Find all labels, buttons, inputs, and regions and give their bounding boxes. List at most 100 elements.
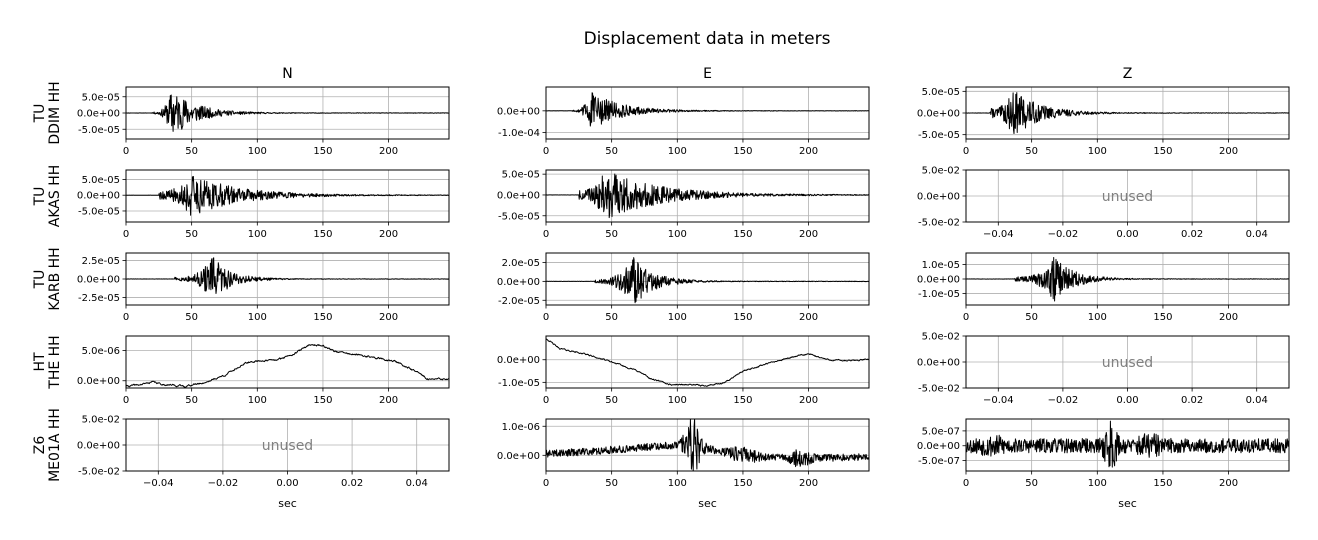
x-tick-label: 0.02 [341,478,363,489]
x-tick-label: 0.04 [1246,229,1268,240]
x-tick-label: 100 [248,312,267,323]
row-label: HT THE HH [32,335,63,389]
x-tick-label: 100 [248,229,267,240]
y-tick-label: 1.0e-05 [922,260,960,271]
trace-line [545,338,870,387]
x-tick-label: 150 [313,395,332,406]
y-tick-label: 0.0e+00 [917,275,960,286]
x-tick-label: 100 [668,312,687,323]
x-tick-label: −0.04 [983,395,1014,406]
x-tick-label: 50 [185,229,198,240]
y-tick-label: 0.0e+00 [77,275,120,286]
x-tick-label: −0.02 [208,478,239,489]
y-tick-label: 0.0e+00 [917,192,960,203]
panel-frame [545,169,870,223]
trace-line [546,257,870,304]
x-tick-label: 50 [605,312,618,323]
y-tick-label: 5.0e-02 [922,166,960,177]
row-label-station: ME01A HH [47,408,63,482]
x-tick-label: 50 [1025,146,1038,157]
y-tick-label: 0.0e+00 [77,109,120,120]
panel-ht-e: 0 50 100 150 200 0.0e+00 -1.0e-05 [497,335,870,406]
x-axis-label: sec [698,497,717,510]
trace-line [545,418,870,472]
trace-line [125,344,450,388]
x-tick-label: 200 [1219,478,1238,489]
unused-label: unused [1102,189,1153,205]
row-label-network: TU [32,270,48,290]
x-tick-label: 100 [668,229,687,240]
panel-frame [125,335,450,389]
x-tick-label: 100 [1088,146,1107,157]
x-tick-label: −0.04 [143,478,174,489]
trace-line [125,94,450,132]
x-tick-label: 200 [799,146,818,157]
panel-tu-n: 0 50 100 150 200 5.0e-05 0.0e+00 -5.0e-05 [77,169,450,240]
x-tick-label: 50 [185,146,198,157]
x-tick-label: 0 [963,146,969,157]
y-tick-label: 5.0e-05 [82,175,120,186]
y-tick-label: -1.0e-04 [498,128,540,139]
x-tick-label: −0.02 [1048,229,1079,240]
column-title-n: N [282,66,292,82]
trace-line [546,173,870,219]
panel-frame [125,169,450,223]
y-tick-label: 0.0e+00 [77,441,120,452]
x-tick-label: 50 [605,395,618,406]
x-tick-label: 200 [799,312,818,323]
trace-line [966,257,1290,302]
y-tick-label: 5.0e-02 [82,415,120,426]
y-tick-label: -5.0e-02 [918,218,960,229]
panel-tu-z: 0 50 100 150 200 1.0e-05 0.0e+00 -1.0e-05 [917,252,1290,323]
row-label-station: DDIM HH [47,81,63,144]
row-label-station: AKAS HH [47,165,63,227]
panel-frame [545,335,870,389]
y-tick-label: 1.0e-06 [502,422,540,433]
y-tick-label: -5.0e-05 [78,125,120,136]
x-tick-label: 0 [123,395,129,406]
x-tick-label: 0.04 [1246,395,1268,406]
row-label-station: THE HH [47,335,63,389]
y-tick-label: 5.0e-05 [82,92,120,103]
x-tick-label: 0 [963,312,969,323]
y-tick-label: -2.0e-05 [498,296,540,307]
panel-tu-z: 0 50 100 150 200 5.0e-05 0.0e+00 -5.0e-05 [917,86,1290,157]
x-tick-label: 50 [605,229,618,240]
row-label-network: TU [32,187,48,207]
x-tick-label: 100 [668,146,687,157]
x-tick-label: 0 [963,478,969,489]
x-tick-label: 50 [605,478,618,489]
y-tick-label: 0.0e+00 [77,191,120,202]
y-tick-label: 5.0e-05 [502,170,540,181]
x-tick-label: 0.04 [406,478,428,489]
x-tick-label: 150 [733,395,752,406]
y-tick-label: -5.0e-02 [918,384,960,395]
x-tick-label: 50 [185,312,198,323]
x-tick-label: 0.00 [276,478,298,489]
trace-line [965,420,1290,468]
x-tick-label: 150 [313,146,332,157]
y-tick-label: -2.5e-05 [78,293,120,304]
panel-ht-n: 0 50 100 150 200 5.0e-06 0.0e+00 [77,335,450,406]
panel-frame [545,418,870,472]
panel-ht-z: unused −0.04 −0.02 0.00 0.02 0.04 5.0e-02 0.0e+… [917,332,1290,406]
x-tick-label: −0.02 [1048,395,1079,406]
x-tick-label: 100 [248,395,267,406]
panel-frame [965,418,1290,472]
unused-label: unused [1102,355,1153,371]
y-tick-label: 2.5e-05 [82,256,120,267]
x-tick-label: 150 [313,229,332,240]
y-tick-label: 0.0e+00 [497,190,540,201]
x-tick-label: 200 [1219,312,1238,323]
x-tick-label: 200 [379,312,398,323]
x-tick-label: 0 [543,478,549,489]
y-tick-label: 5.0e-06 [82,346,120,357]
trace-line [546,92,870,127]
x-tick-label: 100 [1088,478,1107,489]
x-tick-label: 200 [799,395,818,406]
x-tick-label: 200 [379,229,398,240]
x-axis-label: sec [278,497,297,510]
trace-line [125,257,450,294]
x-tick-label: 0.02 [1181,229,1203,240]
x-tick-label: 50 [1025,312,1038,323]
